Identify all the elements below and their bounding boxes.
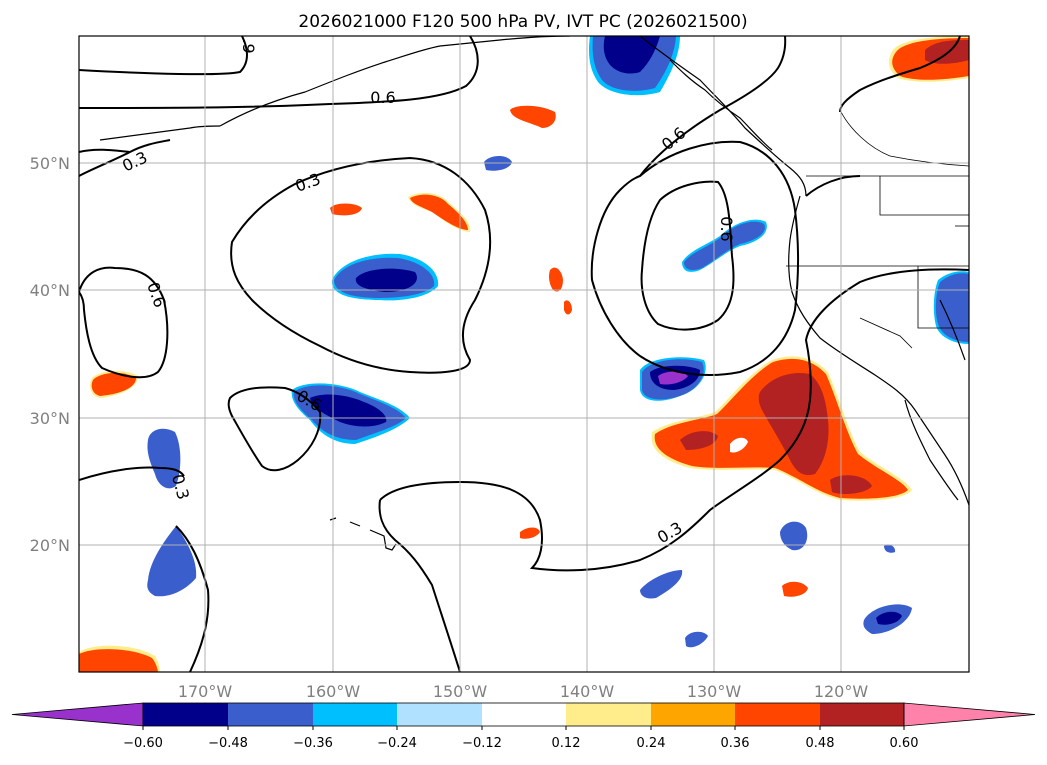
contour-0.3-south — [175, 525, 210, 672]
pv-positive-area — [330, 203, 362, 216]
pv-hole — [730, 437, 748, 453]
colorbar-label: 0.12 — [552, 736, 581, 751]
pv-negative-area — [310, 394, 387, 427]
x-tick-labels: 170°W 160°W 150°W 140°W 130°W 120°W — [178, 682, 869, 701]
colorbar-frame — [142, 702, 905, 727]
y-tick-label: 30°N — [30, 409, 70, 428]
colorbar-under-extension — [11, 702, 144, 727]
pv-positive-area — [680, 431, 718, 450]
alaska-panhandle — [639, 36, 807, 197]
colorbar-label: −0.24 — [377, 736, 417, 751]
colorbar-label: −0.12 — [462, 736, 502, 751]
colorbar-label: 0.24 — [637, 736, 666, 751]
colorbar-labels: −0.60 −0.48 −0.36 −0.24 −0.12 0.12 0.24 … — [123, 736, 918, 751]
pv-positive-area — [410, 194, 468, 230]
pv-shading — [79, 36, 969, 672]
contour-0.6-east-outer — [590, 140, 800, 376]
colorbar-label: 0.60 — [890, 736, 919, 751]
colorbar-label: −0.48 — [208, 736, 248, 751]
colorbar-label: 0.48 — [806, 736, 835, 751]
contour-label: 0.6 — [717, 216, 736, 241]
colorbar-bin — [313, 703, 397, 726]
colorbar-bin — [397, 703, 482, 726]
x-tick-label: 140°W — [560, 682, 615, 701]
pv-positive-area — [925, 40, 969, 64]
bc-coast — [669, 59, 773, 151]
pv-positive-area — [520, 527, 540, 539]
contour-0.6-sw — [227, 386, 322, 472]
pv-negative-area — [603, 36, 660, 74]
pv-positive-area — [782, 581, 808, 597]
pv-positive-area — [79, 649, 158, 672]
map-frame — [78, 35, 970, 673]
contour-0.3-west-top — [79, 148, 131, 153]
pv-positive-area — [510, 105, 556, 128]
state-borders — [786, 109, 969, 349]
figure-title: 2026021000 F120 500 hPa PV, IVT PC (2026… — [298, 12, 747, 32]
pv-negative-area — [884, 544, 896, 553]
contour-0.3-hawaii-west — [378, 499, 461, 672]
colorbar-label: −0.36 — [293, 736, 333, 751]
pv-negative-area — [684, 221, 765, 270]
pv-negative-area — [147, 526, 197, 597]
pv-positive-area — [91, 372, 136, 396]
colorbar-bin — [143, 703, 228, 726]
gridlines — [79, 36, 969, 672]
pv-negative-area — [355, 268, 417, 292]
colorbar-bin — [820, 703, 904, 726]
y-tick-label: 20°N — [30, 536, 70, 555]
y-tick-labels: 50°N 40°N 30°N 20°N — [30, 154, 70, 555]
contour-0.6-north2 — [79, 36, 479, 109]
contour-label: 0.6 — [370, 88, 395, 107]
pv-negative-area — [685, 631, 708, 648]
baja-coast — [904, 399, 959, 501]
x-tick-label: 170°W — [178, 682, 233, 701]
map-content: 0.6 0.3 0.3 0.6 0.6 0.6 0.6 0.3 0.3 .9 — [79, 36, 969, 672]
contour-0.6-east-inner — [640, 180, 735, 331]
x-tick-label: 160°W — [306, 682, 361, 701]
alaska-peninsula — [99, 125, 221, 141]
mexico-coast — [939, 299, 966, 361]
colorbar-bin — [482, 703, 566, 726]
coastlines — [99, 36, 969, 551]
pv-negative-area — [147, 428, 181, 489]
x-tick-label: 150°W — [433, 682, 488, 701]
map-background — [79, 36, 969, 672]
contour-0.3-center — [230, 156, 492, 374]
colorbar-bin — [651, 703, 735, 726]
contour-0.3-east — [805, 175, 861, 197]
pv-negative-area — [876, 611, 902, 625]
y-tick-label: 50°N — [30, 154, 70, 173]
pv-positive-area — [549, 267, 563, 292]
contour-0.6-north — [79, 36, 248, 76]
alaska-coast — [219, 36, 571, 127]
us-west-coast — [788, 195, 969, 506]
pv-negative-area — [658, 371, 688, 385]
contour-0.3-hawaii — [379, 268, 969, 572]
contour-0.6-ne — [639, 36, 787, 177]
colorbar-ticks — [142, 726, 905, 730]
y-tick-label: 40°N — [30, 281, 70, 300]
x-tick-label: 130°W — [687, 682, 742, 701]
pv-contours — [79, 36, 969, 672]
colorbar-over-extension — [903, 702, 1036, 727]
pv-negative-area — [780, 521, 808, 551]
contour-0.3-sw — [79, 466, 185, 481]
colorbar-bin — [566, 703, 651, 726]
x-tick-label: 120°W — [814, 682, 869, 701]
contour-label: .9 — [239, 38, 258, 53]
pv-negative-area — [640, 570, 683, 599]
contour-0.9-ne — [839, 36, 961, 113]
pv-positive-area — [564, 300, 572, 315]
colorbar: −0.60 −0.48 −0.36 −0.24 −0.12 0.12 0.24 … — [11, 702, 1036, 751]
colorbar-label: −0.60 — [123, 736, 163, 751]
colorbar-bin — [735, 703, 820, 726]
contour-0.6-west — [79, 266, 169, 379]
colorbar-label: 0.36 — [721, 736, 750, 751]
colorbar-bin — [228, 703, 313, 726]
